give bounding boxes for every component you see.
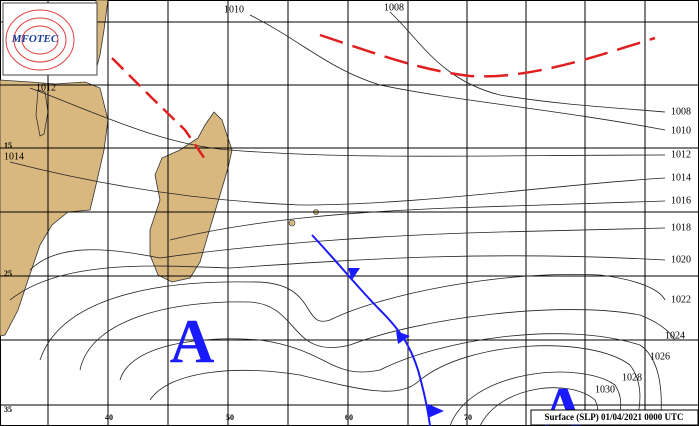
- isobar: [79, 301, 676, 371]
- africa: [0, 79, 109, 337]
- isobar-label: 1014: [671, 172, 691, 183]
- logo: MFOTEC: [2, 2, 98, 76]
- trough: [111, 57, 209, 163]
- trough: [319, 33, 656, 78]
- isobar: [29, 87, 666, 157]
- isobar: [389, 11, 666, 113]
- longitude-label: 50: [226, 413, 234, 422]
- caption-box: [530, 409, 699, 426]
- isobar-label: 1026: [650, 351, 670, 362]
- isobar-label: 1024: [665, 330, 685, 341]
- caption: Surface (SLP) 01/04/2021 0000 UTC: [545, 412, 684, 422]
- isobar-label: 1016: [671, 195, 691, 206]
- logo-ring: [13, 17, 67, 63]
- latitude-label: 15: [4, 141, 12, 150]
- front-triangle: [348, 268, 360, 280]
- front-triangle: [396, 331, 410, 344]
- logo-ring: [5, 9, 75, 71]
- isobar-label: 1012: [671, 149, 691, 160]
- isobar-label: 1010: [224, 4, 244, 15]
- isobar-label: 1014: [4, 151, 24, 162]
- isobar: [39, 274, 666, 361]
- isobar: [249, 14, 666, 131]
- longitude-label: 40: [105, 413, 113, 422]
- island: [288, 219, 296, 227]
- isobar-label: 1030: [595, 384, 615, 395]
- isobar-label: 1020: [671, 254, 691, 265]
- logo-ring: [21, 25, 59, 55]
- isobar-label: 1022: [671, 294, 691, 305]
- isobar: [119, 333, 662, 426]
- high-pressure: A: [170, 308, 215, 376]
- isobar: [169, 200, 666, 241]
- front-triangle: [428, 404, 444, 418]
- isobar: [9, 255, 666, 301]
- isobar-label: 1008: [384, 2, 404, 13]
- isobar: [9, 161, 666, 206]
- isobar-label: 1008: [671, 106, 691, 117]
- lake: [35, 89, 49, 137]
- isobar-label: 1010: [671, 125, 691, 136]
- isobar-label: 1028: [622, 372, 642, 383]
- latitude-label: 25: [4, 269, 12, 278]
- longitude-label: 70: [464, 413, 472, 422]
- isobar-label: 1012: [36, 82, 56, 93]
- cold-front: [311, 234, 431, 426]
- longitude-label: 60: [345, 413, 353, 422]
- isobar-label: 1018: [671, 222, 691, 233]
- latitude-label: 35: [4, 405, 12, 414]
- labels: 40 50 60 70 15 25 35 1010 1008 1012 1014 1008 1010 10…: [4, 2, 691, 426]
- logo-text: MFOTEC: [11, 33, 59, 45]
